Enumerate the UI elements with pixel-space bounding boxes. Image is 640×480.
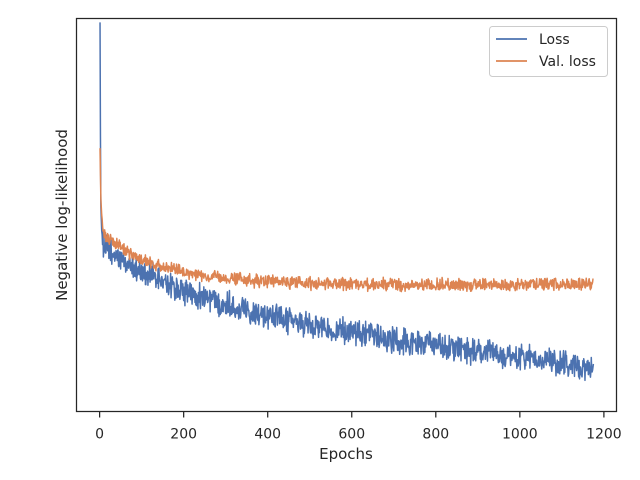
y-axis-label: Negative log-likelihood: [53, 129, 71, 301]
x-tick-label: 800: [422, 427, 449, 443]
x-axis-ticks: 0 200 400 600 800 1000 1200: [95, 411, 622, 443]
series-line-val-loss: [99, 148, 594, 293]
x-axis-label: Epochs: [319, 445, 373, 463]
legend: Loss Val. loss: [489, 26, 608, 77]
x-tick-label: 1200: [586, 427, 622, 443]
legend-label-loss: Loss: [539, 32, 570, 48]
x-tick-label: 200: [170, 427, 197, 443]
legend-label-val-loss: Val. loss: [539, 54, 596, 70]
x-tick-label: 0: [95, 427, 104, 443]
plot-area: [99, 22, 595, 382]
x-tick-label: 600: [338, 427, 365, 443]
x-tick-label: 1000: [502, 427, 538, 443]
series-layer: [99, 22, 595, 382]
axes-frame: [75, 17, 618, 413]
series-line-loss: [99, 22, 595, 382]
x-tick-label: 400: [254, 427, 281, 443]
